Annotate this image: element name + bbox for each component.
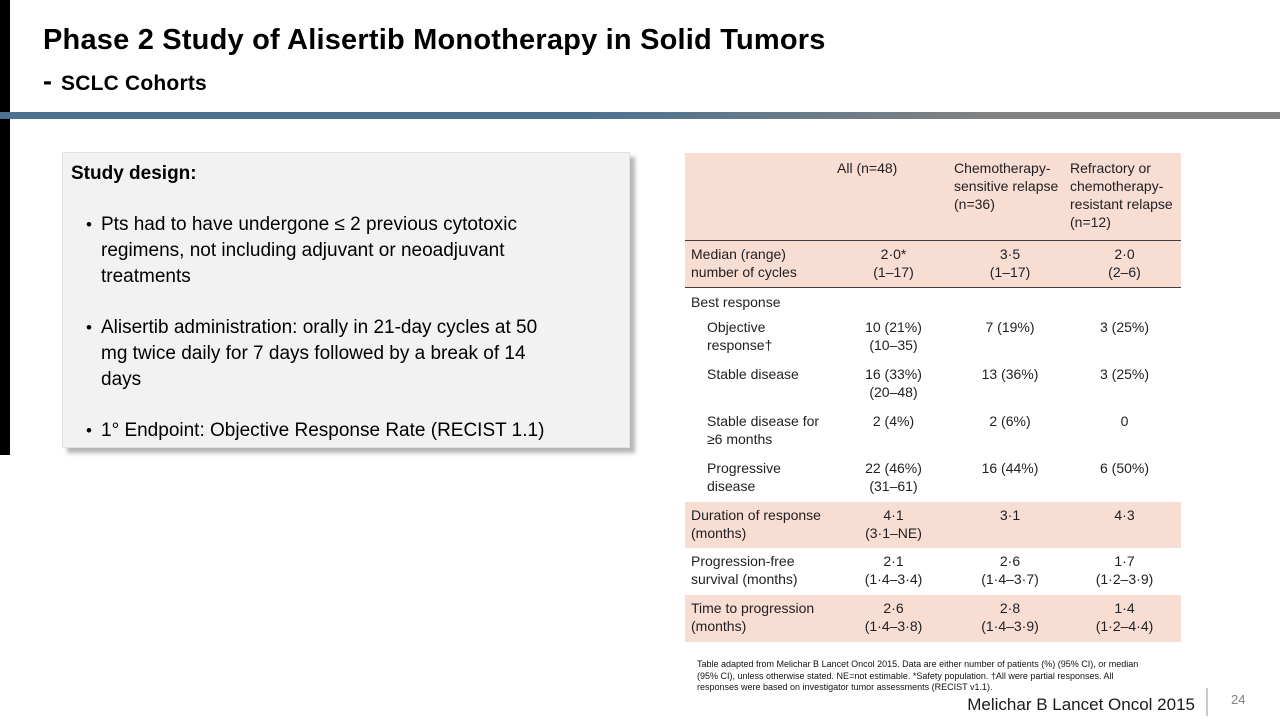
row-value: 4·1 (3·1–NE) — [835, 501, 952, 549]
row-label: Stable disease for ≥6 months — [707, 412, 820, 447]
row-value — [952, 288, 1068, 314]
row-value: 2·0* (1–17) — [835, 240, 952, 289]
table-row: Stable disease for ≥6 months 2 (4%) 2 (6%)… — [685, 408, 1181, 455]
slide-subtitle: - SCLC Cohorts — [43, 66, 826, 97]
subtitle-text: SCLC Cohorts — [61, 72, 207, 95]
row-value: 16 (44%) — [981, 459, 1039, 476]
citation-text: Melichar B Lancet Oncol 2015 — [967, 695, 1195, 714]
study-design-heading: Study design: — [71, 163, 197, 184]
row-value: 2·6 (1·4–3·7) — [981, 553, 1039, 588]
column-header-0 — [685, 153, 835, 241]
column-header-1: All (n=48) — [835, 153, 952, 241]
row-value: 3 (25%) — [1099, 366, 1150, 383]
row-value: 3·5 (1–17) — [952, 240, 1068, 289]
row-value: 2 (6%) — [989, 412, 1031, 429]
slide-footer: Melichar B Lancet Oncol 2015 24 — [0, 686, 1280, 720]
table-row: Best response — [685, 288, 1181, 314]
table-row: Median (range) number of cycles 2·0* (1–17… — [685, 240, 1181, 289]
table-row: Time to progression (months) 2·6 (1·4–3·8)… — [685, 595, 1181, 643]
column-header-2: Chemotherapy-sensitive relapse (n=36) — [952, 153, 1068, 241]
table-header-row: All (n=48) Chemotherapy-sensitive relapse… — [685, 153, 1181, 241]
row-label: Duration of response (months) — [685, 501, 835, 549]
header-divider-rule — [0, 112, 1280, 119]
column-header-3: Refractory or chemotherapy-resistant rel… — [1068, 153, 1181, 241]
table-row: Stable disease 16 (33%) (20–48) 13 (36%) 3 (… — [685, 361, 1181, 408]
study-design-bullet-list: Pts had to have undergone ≤ 2 previous c… — [71, 212, 619, 444]
study-design-bullet: Alisertib administration: orally in 21-d… — [71, 315, 619, 393]
row-value: 3·1 — [952, 501, 1068, 549]
row-label: Progressive disease — [707, 459, 781, 494]
row-value: 2·1 (1·4–3·4) — [864, 553, 923, 588]
slide-header: Phase 2 Study of Alisertib Monotherapy i… — [43, 24, 826, 97]
table-row: Objective response† 10 (21%) (10–35) 7 (19%… — [685, 314, 1181, 361]
row-value: 1·4 (1·2–4·4) — [1068, 595, 1181, 643]
results-table: All (n=48) Chemotherapy-sensitive relapse… — [685, 153, 1181, 643]
footer-divider-line — [1206, 688, 1208, 716]
table-footnote: Table adapted from Melichar B Lancet Onc… — [697, 659, 1139, 693]
row-value: 2·0 (2–6) — [1068, 240, 1181, 289]
row-value: 6 (50%) — [1099, 459, 1150, 476]
table-row: Progressive disease 22 (46%) (31–61) 16 (44… — [685, 455, 1181, 502]
table-row: Progression-free survival (months) 2·1 (1·… — [685, 548, 1181, 595]
row-value — [1068, 288, 1181, 314]
row-value: 22 (46%) (31–61) — [865, 459, 922, 494]
row-label: Median (range) number of cycles — [685, 240, 835, 289]
row-label: Objective response† — [707, 319, 773, 354]
row-label: Stable disease — [707, 366, 799, 383]
row-value: 13 (36%) — [981, 366, 1039, 383]
row-value: 0 — [1120, 412, 1129, 429]
row-value: 2·6 (1·4–3·8) — [835, 595, 952, 643]
slide-title: Phase 2 Study of Alisertib Monotherapy i… — [43, 24, 826, 56]
row-value — [835, 288, 952, 314]
study-design-bullet: 1° Endpoint: Objective Response Rate (RE… — [71, 418, 619, 444]
results-table-body: Median (range) number of cycles 2·0* (1–17… — [685, 240, 1181, 643]
row-value: 10 (21%) (10–35) — [865, 319, 922, 354]
results-table-section: All (n=48) Chemotherapy-sensitive relapse… — [685, 153, 1181, 694]
table-row: Duration of response (months) 4·1 (3·1–NE)… — [685, 501, 1181, 549]
row-value: 4·3 — [1068, 501, 1181, 549]
row-label: Progression-free survival (months) — [691, 553, 798, 588]
study-design-box: Study design: Pts had to have undergone … — [62, 152, 630, 448]
study-design-bullet: Pts had to have undergone ≤ 2 previous c… — [71, 212, 619, 290]
row-value: 2 (4%) — [872, 412, 915, 429]
row-value: 2·8 (1·4–3·9) — [952, 595, 1068, 643]
row-value: 1·7 (1·2–3·9) — [1095, 553, 1154, 588]
row-label: Time to progression (months) — [685, 595, 835, 643]
row-value: 3 (25%) — [1099, 319, 1150, 336]
page-number: 24 — [1231, 692, 1246, 707]
row-value: 7 (19%) — [985, 319, 1035, 336]
left-accent-bar — [0, 0, 10, 455]
row-value: 16 (33%) (20–48) — [865, 366, 922, 401]
subtitle-dash: - — [43, 66, 52, 96]
row-label: Best response — [691, 294, 781, 311]
